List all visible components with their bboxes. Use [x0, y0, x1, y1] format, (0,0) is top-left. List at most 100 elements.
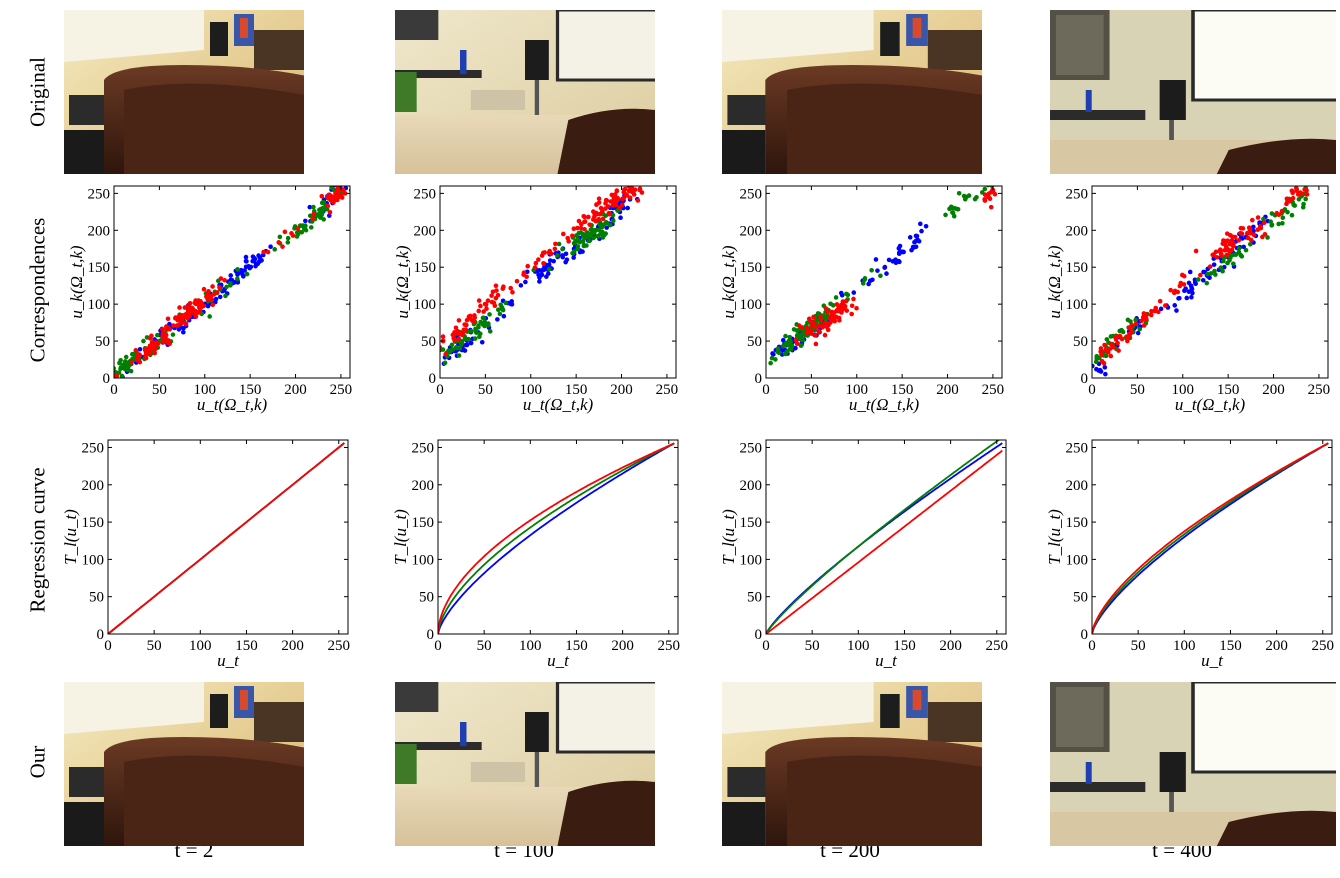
scatter-point — [472, 313, 477, 318]
scatter-point — [338, 193, 344, 198]
scatter-point — [587, 222, 592, 227]
scatter-point — [489, 299, 495, 305]
scatter-point — [462, 336, 468, 342]
scatter-point — [299, 229, 305, 235]
scatter-point — [466, 314, 472, 320]
correspondence-plot-0: 0 50 100 150 200 250 0 50 100 150 200 250 u_t(Ω_t,k)… — [67, 185, 353, 414]
scatter-point — [483, 302, 489, 307]
y-tick-label: 50 — [89, 590, 104, 606]
scatter-point — [1128, 319, 1133, 324]
x-tick-label: 250 — [1308, 382, 1331, 398]
scatter-point — [621, 195, 627, 201]
scatter-point — [1179, 272, 1185, 278]
regression-curve-0 — [438, 442, 675, 634]
scatter-point — [472, 336, 478, 341]
scatter-point — [576, 218, 582, 224]
scatter-point — [622, 187, 627, 193]
scatter-point — [586, 238, 592, 244]
scatter-point — [1181, 282, 1187, 287]
scatter-point — [501, 313, 507, 319]
scatter-point — [604, 220, 610, 225]
x-axis-label: u_t(Ω_t,k) — [197, 395, 268, 414]
scatter-point — [218, 276, 224, 281]
scatter-point — [954, 206, 959, 212]
plot-data-0 — [114, 186, 350, 378]
scatter-point — [899, 249, 905, 255]
scatter-point — [988, 204, 994, 210]
y-axis-label: T_l(u_t) — [719, 509, 738, 565]
y-tick-label: 0 — [755, 371, 763, 387]
scatter-point — [1117, 333, 1123, 339]
scatter-point — [1195, 277, 1201, 282]
scatter-point — [943, 212, 948, 218]
scatter-point — [126, 363, 131, 369]
scatter-point — [176, 314, 182, 319]
scatter-point — [1135, 330, 1141, 336]
scatter-point — [1204, 280, 1210, 286]
scatter-point — [843, 298, 849, 304]
scatter-point — [321, 217, 327, 222]
scatter-point — [242, 268, 247, 273]
scatter-point — [137, 346, 143, 352]
scatter-point — [265, 249, 271, 255]
scatter-point — [1148, 312, 1154, 318]
scatter-point — [577, 239, 583, 245]
x-tick-label: 150 — [235, 638, 258, 654]
scatter-point — [222, 277, 227, 283]
scatter-point — [129, 360, 134, 365]
scatter-point — [1137, 326, 1143, 332]
scatter-point — [535, 268, 540, 274]
scatter-point — [596, 196, 602, 202]
scatter-point — [503, 300, 509, 306]
scatter-point — [553, 241, 558, 247]
scatter-point — [539, 272, 545, 278]
scatter-point — [536, 272, 541, 278]
scatter-point — [440, 334, 446, 339]
scatter-point — [1177, 283, 1183, 289]
regression-curve-1 — [438, 442, 675, 634]
scatter-point — [832, 318, 838, 324]
scatter-point — [986, 194, 991, 200]
scatter-point — [1225, 260, 1230, 266]
y-tick-label: 0 — [1081, 627, 1089, 643]
y-tick-label: 100 — [82, 552, 105, 568]
scatter-point — [575, 236, 581, 241]
scatter-point — [1108, 353, 1114, 359]
scatter-point — [603, 213, 609, 218]
y-tick-label: 150 — [1066, 515, 1089, 531]
scatter-point — [160, 331, 166, 336]
y-tick-label: 50 — [419, 590, 434, 606]
x-tick-label: 250 — [330, 382, 353, 398]
scatter-point — [443, 351, 448, 357]
y-tick-label: 250 — [82, 440, 105, 456]
x-tick-label: 200 — [936, 382, 959, 398]
scatter-point — [217, 294, 223, 300]
scatter-point — [849, 303, 855, 309]
scatter-point — [178, 318, 184, 324]
scatter-point — [1103, 353, 1109, 359]
scatter-point — [308, 225, 314, 230]
scatter-point — [617, 205, 622, 211]
scatter-point — [618, 215, 623, 221]
scatter-point — [235, 276, 240, 281]
y-tick-label: 150 — [740, 515, 763, 531]
x-tick-label: 200 — [284, 382, 307, 398]
scatter-point — [482, 321, 487, 326]
scatter-point — [804, 330, 810, 336]
scatter-point — [1213, 249, 1219, 255]
scatter-point — [453, 325, 459, 331]
scatter-point — [849, 311, 854, 317]
scatter-point — [909, 247, 914, 253]
scatter-point — [1303, 196, 1308, 202]
scatter-point — [456, 336, 462, 342]
scatter-point — [276, 240, 282, 245]
y-tick-label: 150 — [414, 260, 437, 276]
scatter-point — [1287, 197, 1293, 202]
scatter-point — [1284, 201, 1289, 207]
scatter-point — [171, 323, 176, 328]
scatter-point — [468, 328, 474, 334]
scatter-point — [1139, 318, 1144, 324]
scatter-point — [1099, 359, 1105, 364]
scatter-point — [818, 314, 823, 320]
scatter-point — [1099, 352, 1104, 358]
